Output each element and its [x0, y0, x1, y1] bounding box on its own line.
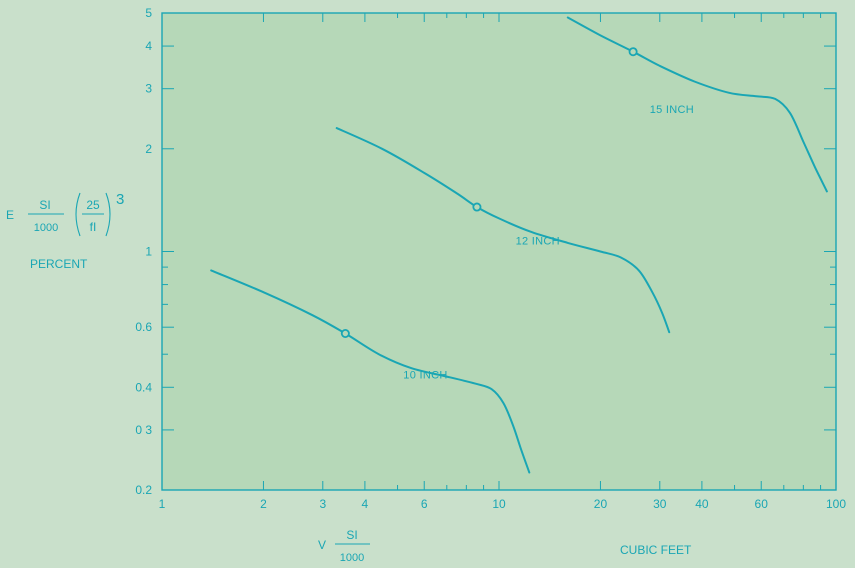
- y-tick-label: 0.4: [135, 380, 152, 394]
- marker-15-inch: [628, 47, 638, 57]
- x-tick-label: 40: [695, 497, 709, 511]
- y-tick-label: 5: [145, 6, 152, 20]
- x-tick-label: 30: [653, 497, 667, 511]
- x-tick-label: 60: [755, 497, 769, 511]
- label-12-inch: 12 INCH: [516, 235, 560, 247]
- y-tick-label: 0 3: [135, 423, 152, 437]
- x-tick-label: 10: [492, 497, 506, 511]
- x-label-frac-den: 1000: [340, 552, 364, 564]
- y-tick-label: 1: [145, 245, 152, 259]
- x-tick-label: 1: [159, 497, 166, 511]
- y-label-paren-left: [75, 192, 81, 237]
- marker-12-inch: [472, 202, 482, 212]
- y-label-frac2-num: 25: [86, 198, 100, 212]
- y-tick-label: 0.2: [135, 483, 152, 497]
- y-label-prefix: E: [6, 208, 14, 222]
- x-label-frac-num: SI: [346, 528, 357, 542]
- label-15-inch: 15 INCH: [650, 104, 694, 116]
- curve-12-inch: [335, 127, 671, 334]
- y-label-frac1-num: SI: [39, 198, 50, 212]
- y-axis-label: E SI 1000 25 fI 3 PERCENT: [6, 191, 124, 271]
- y-label-paren-right: [105, 192, 111, 237]
- label-10-inch: 10 INCH: [403, 369, 447, 381]
- y-label-frac2-den: fI: [90, 220, 97, 234]
- y-tick-label: 4: [145, 39, 152, 53]
- tick-labels: 1 2 3 4 6 10 20 30 40 60 100 0.2 0 3 0.4 0.6 1 2 3 4 5: [135, 6, 846, 511]
- x-label-unit: CUBIC FEET: [620, 543, 692, 557]
- x-tick-label: 20: [594, 497, 608, 511]
- y-label-frac1-den: 1000: [34, 222, 58, 234]
- x-tick-label: 100: [826, 497, 846, 511]
- curve-10-inch: [210, 269, 531, 474]
- y-tick-label: 2: [145, 142, 152, 156]
- y-label-unit: PERCENT: [30, 257, 88, 271]
- x-tick-label: 2: [260, 497, 267, 511]
- x-axis-label: V SI 1000 CUBIC FEET: [318, 528, 692, 564]
- x-tick-label: 6: [421, 497, 428, 511]
- x-tick-label: 3: [319, 497, 326, 511]
- x-tick-label: 4: [362, 497, 369, 511]
- plot-area: [161, 12, 837, 491]
- curves: 10 INCH 12 INCH 15 INCH: [210, 16, 828, 474]
- axis-ticks: [162, 13, 836, 490]
- y-label-exponent: 3: [116, 191, 124, 208]
- marker-10-inch: [340, 329, 350, 339]
- x-label-prefix: V: [318, 538, 326, 552]
- y-tick-label: 0.6: [135, 320, 152, 334]
- y-tick-label: 3: [145, 82, 152, 96]
